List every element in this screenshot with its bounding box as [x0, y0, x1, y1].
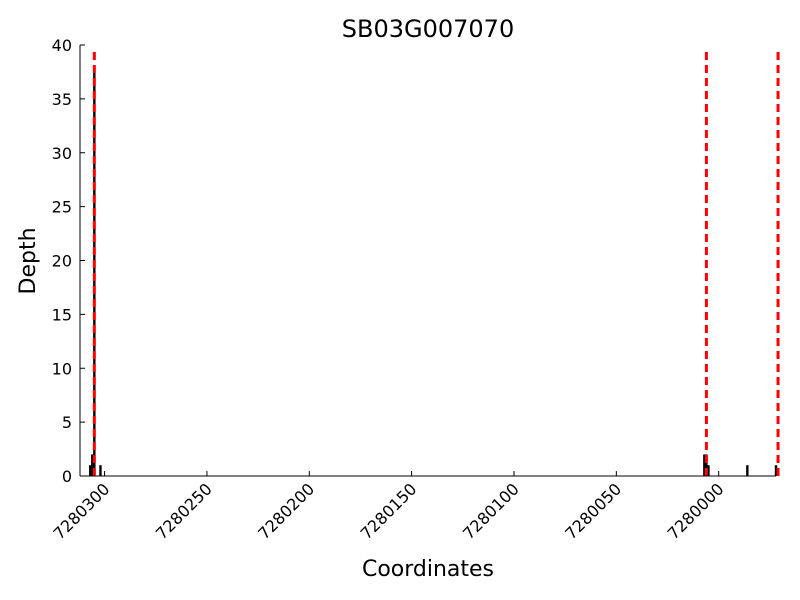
- y-tick-label-7: 35: [52, 90, 72, 109]
- x-tick-label-3: 7280150: [357, 479, 421, 543]
- y-tick-label-8: 40: [52, 36, 72, 55]
- bar-2: [93, 66, 96, 477]
- y-tick-label-4: 20: [52, 252, 72, 271]
- y-tick-label-3: 15: [52, 305, 72, 324]
- bar-5: [705, 454, 708, 476]
- y-tick-label-6: 30: [52, 144, 72, 163]
- bar-8: [774, 465, 778, 476]
- bar-7: [746, 465, 749, 476]
- x-tick-label-5: 7280050: [561, 479, 625, 543]
- y-tick-label-2: 10: [52, 359, 72, 378]
- x-axis-label: Coordinates: [362, 557, 494, 582]
- bar-3: [99, 465, 102, 476]
- bar-4: [703, 454, 706, 476]
- x-tick-label-1: 7280250: [152, 479, 216, 543]
- bar-1: [91, 454, 94, 476]
- bar-0: [89, 465, 92, 476]
- y-tick-label-0: 0: [62, 467, 72, 486]
- x-tick-label-0: 7280300: [50, 479, 114, 543]
- chart-title: SB03G007070: [342, 15, 514, 43]
- x-tick-label-4: 7280100: [459, 479, 523, 543]
- markers-layer: [92, 52, 780, 476]
- x-tick-label-6: 7280000: [664, 479, 728, 543]
- axes: [79, 45, 776, 477]
- y-axis-label: Depth: [16, 227, 41, 294]
- y-axis-ticks: 0 5 10 15 20 25 30 35 40: [52, 36, 85, 486]
- bar-6: [707, 465, 710, 476]
- y-tick-label-5: 25: [52, 198, 72, 217]
- x-tick-label-2: 7280200: [254, 479, 318, 543]
- y-tick-label-1: 5: [62, 413, 72, 432]
- bars-layer: [89, 66, 778, 477]
- x-axis-ticks: 7280300 7280250 7280200 7280150 7280100 72800…: [50, 471, 728, 543]
